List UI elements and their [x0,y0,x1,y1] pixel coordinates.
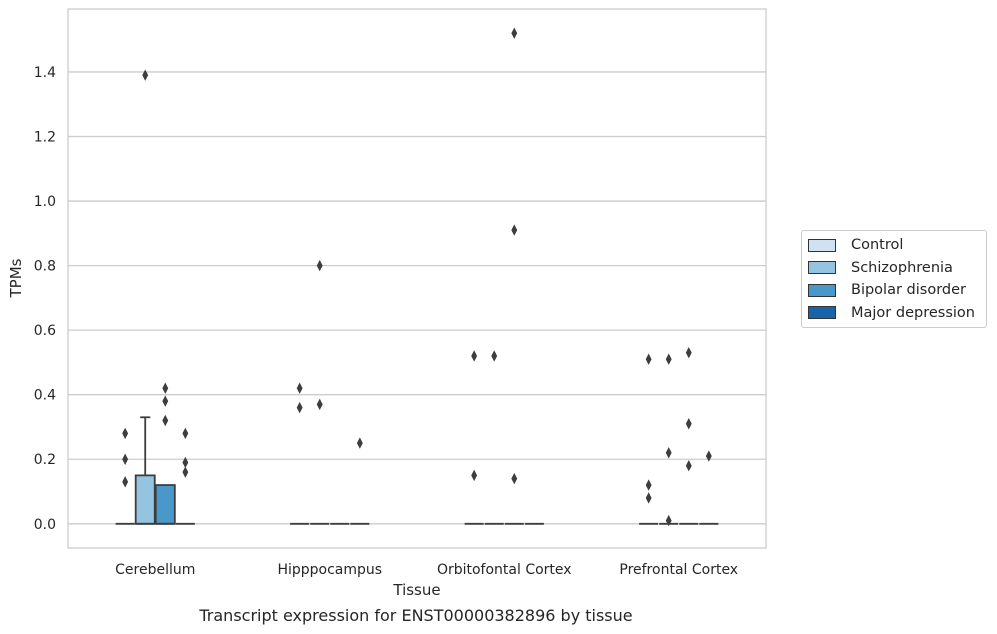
outlier-point [122,427,129,440]
x-tick-label: Cerebellum [115,562,195,578]
outlier-points [122,27,712,527]
outlier-point [142,69,149,81]
plot-frame [67,8,767,549]
box [154,484,176,525]
chart-caption: Transcript expression for ENST0000038289… [199,606,633,625]
y-tick-label: 0.2 [34,452,56,468]
outlier-point [471,469,478,482]
outlier-point [665,447,672,459]
legend-label: Schizophrenia [851,259,953,276]
outlier-point [685,418,692,430]
outlier-point [665,353,672,365]
y-tick-label: 0.8 [34,259,56,275]
outlier-point [182,466,189,478]
legend-swatch [808,238,836,252]
outlier-point [705,450,712,462]
y-tick-label: 1.0 [34,194,56,210]
y-axis-label: TPMs [7,258,25,298]
x-tick-label: Hipppocampus [277,562,382,578]
outlier-point [182,456,189,469]
legend-swatch [808,306,836,320]
outlier-point [122,476,129,488]
outlier-point [296,401,303,414]
outlier-point [122,453,129,465]
x-tick-label: Prefrontal Cortex [619,562,738,578]
legend-item: Bipolar disorder [802,279,986,302]
y-axis-ticks: 0.0 0.2 0.4 0.6 0.8 1.0 1.2 1.4 [34,65,56,533]
outlier-point [471,350,478,362]
outlier-point [645,479,652,491]
outlier-point [511,27,518,39]
legend-label: Bipolar disorder [851,282,966,299]
outlier-point [162,395,169,407]
gridlines [68,71,766,525]
legend-swatch [808,261,836,275]
y-tick-label: 0.0 [34,517,56,533]
legend-item: Major depression [802,302,986,325]
outlier-point [511,224,518,236]
y-tick-label: 0.6 [34,323,56,339]
y-tick-label: 0.4 [34,388,56,404]
outlier-point [316,398,323,411]
legend-label: Control [851,237,904,254]
x-tick-label: Orbitofontal Cortex [437,562,572,578]
outlier-point [316,259,323,272]
outlier-point [685,347,692,359]
outlier-point [296,382,303,394]
outlier-point [685,459,692,472]
legend-label: Major depression [851,304,975,321]
outlier-point [182,427,189,440]
box [134,474,156,525]
outlier-point [356,437,363,449]
outlier-point [162,414,169,427]
boxes [115,416,719,525]
outlier-point [645,492,652,504]
outlier-point [491,350,498,362]
legend-swatch [808,283,836,297]
x-axis-ticks: Cerebellum Hipppocampus Orbitofontal Corte… [115,562,738,578]
outlier-point [645,353,652,365]
outlier-point [511,472,518,485]
outlier-point [162,382,169,394]
outlier-point [665,514,672,527]
x-axis-label: Tissue [392,581,440,599]
legend-item: Schizophrenia [802,257,986,280]
legend: Control Schizophrenia Bipolar disorder Majo… [801,230,987,328]
y-tick-label: 1.4 [34,65,56,81]
legend-item: Control [802,234,986,257]
y-tick-label: 1.2 [34,129,56,145]
